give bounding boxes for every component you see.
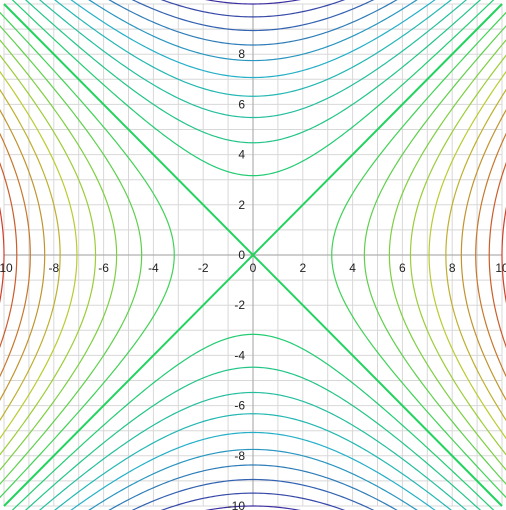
contour-line: [54, 413, 452, 510]
x-tick-label: 6: [399, 261, 406, 275]
contour-line: [409, 54, 506, 456]
contour-line: [54, 0, 452, 97]
y-tick-label: -2: [234, 298, 245, 312]
contour-line: [445, 88, 506, 422]
x-tick-label: -6: [98, 261, 109, 275]
contour-line: [0, 54, 97, 456]
y-tick-label: 2: [238, 198, 245, 212]
contour-line: [131, 478, 375, 510]
contour-line: [205, 505, 301, 510]
contour-line: [0, 39, 118, 471]
contour-line: [0, 206, 5, 304]
contour-line: [205, 0, 301, 5]
contour-line: [108, 0, 398, 46]
contour-line: [501, 206, 506, 304]
x-tick-label: 2: [299, 261, 306, 275]
x-tick-label: 0: [250, 261, 257, 275]
y-tick-label: 6: [238, 97, 245, 111]
contour-line: [11, 0, 495, 177]
contour-line: [0, 70, 78, 440]
contour-line: [70, 0, 436, 79]
x-tick-label: -2: [198, 261, 209, 275]
contour-line: [24, 366, 482, 510]
x-tick-label: -8: [48, 261, 59, 275]
contour-line: [0, 132, 31, 378]
contour-line: [3, 3, 503, 507]
contour-line: [331, 11, 506, 499]
contour-line: [0, 109, 46, 401]
x-tick-label: 10: [495, 261, 506, 275]
contour-line: [70, 431, 436, 510]
contour-line: [0, 161, 18, 349]
contour-line: [11, 333, 495, 510]
contour-line: [39, 0, 467, 119]
contour-line: [363, 25, 506, 485]
x-tick-label: -10: [0, 261, 13, 275]
y-tick-label: 0: [238, 248, 245, 262]
contour-line: [131, 0, 375, 32]
contour-line: [24, 0, 482, 144]
contour-line: [460, 109, 506, 401]
y-tick-label: 8: [238, 47, 245, 61]
contour-line: [88, 0, 418, 62]
y-tick-labels: -10 -8 -6 -4 -2 0 2 4 6 8: [228, 47, 246, 510]
x-tick-label: 8: [449, 261, 456, 275]
contour-line: [428, 70, 506, 440]
contour-line: [0, 88, 61, 422]
y-tick-label: 4: [238, 148, 245, 162]
y-tick-label: -6: [234, 399, 245, 413]
y-tick-label: -10: [228, 499, 246, 510]
x-tick-labels: -10 -8 -6 -4 -2 0 2 4 6 8 10: [0, 261, 506, 275]
contour-line: [88, 448, 418, 510]
contour-line: [488, 161, 506, 349]
contour-line: [108, 464, 398, 510]
contour-line: [475, 132, 506, 378]
y-tick-label: -8: [234, 449, 245, 463]
y-tick-label: -4: [234, 348, 245, 362]
x-tick-label: 4: [349, 261, 356, 275]
contour-line: [39, 391, 467, 510]
contour-line: [160, 0, 346, 18]
contour-line: [160, 492, 346, 510]
contour-line: [388, 39, 506, 471]
contour-line: [0, 11, 175, 499]
contour-line: [0, 25, 143, 485]
x-tick-label: -4: [148, 261, 159, 275]
